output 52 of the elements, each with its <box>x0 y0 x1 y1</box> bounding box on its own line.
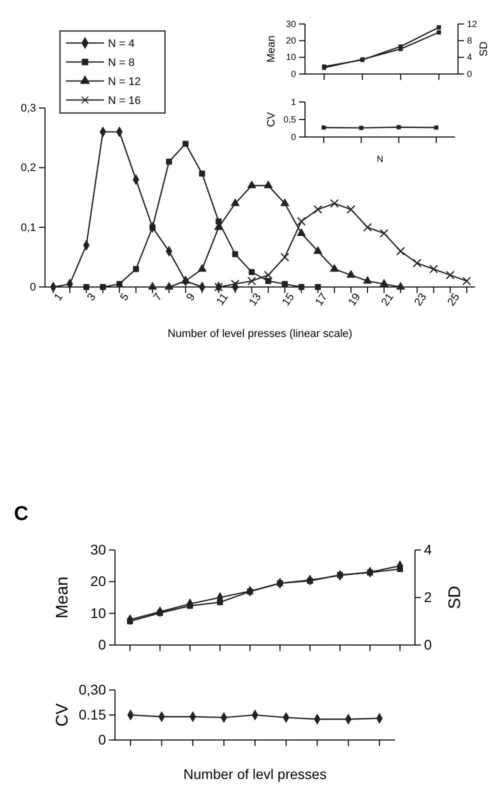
x-tick-label: 23 <box>412 291 430 308</box>
x-tick-label: 5 <box>118 291 132 304</box>
y2-axis-title: SD <box>478 41 490 56</box>
y-tick-label: 0 <box>30 282 36 294</box>
x-axis-title: Number of level presses (linear scale) <box>168 328 352 340</box>
y-tick-label: 0,5 <box>283 114 296 124</box>
y-tick-label: 0.15 <box>78 706 106 722</box>
x-tick-label: 15 <box>280 291 297 308</box>
y2-tick-label: 0 <box>467 68 472 79</box>
y-tick-label: 30 <box>286 18 296 29</box>
y2-tick-label: 12 <box>467 18 478 29</box>
legend-label: N = 4 <box>108 38 135 50</box>
x-tick-label: 3 <box>85 291 99 304</box>
y-axis-title: Mean <box>52 576 72 618</box>
y-tick-label: 10 <box>286 52 296 62</box>
legend-label: N = 8 <box>108 57 135 69</box>
y-tick-label: 1 <box>290 96 296 107</box>
y-axis-title: Mean <box>265 35 278 63</box>
y2-tick-label: 4 <box>467 52 472 62</box>
x-tick-label: 7 <box>151 291 165 304</box>
y2-tick-label: 0 <box>424 636 432 652</box>
x-tick-label: 11 <box>214 291 231 308</box>
y2-tick-label: 8 <box>467 36 472 46</box>
y2-tick-label: 2 <box>424 588 432 605</box>
y-axis-title: CV <box>265 111 278 127</box>
y-tick-label: 20 <box>286 36 296 46</box>
y-tick-label: 0 <box>98 636 106 652</box>
x-tick-label: 17 <box>313 291 330 308</box>
x-tick-label: 1 <box>52 291 66 304</box>
chart-title: C <box>14 503 28 525</box>
y-tick-label: 0,2 <box>20 162 36 174</box>
y-tick-label: 10 <box>90 604 106 621</box>
y-tick-label: 0 <box>98 731 106 748</box>
x-tick-label: 13 <box>247 291 264 308</box>
legend-label: N = 12 <box>108 76 141 88</box>
y-tick-label: 0,30 <box>78 681 106 698</box>
y2-tick-label: 4 <box>424 541 432 558</box>
legend-label: N = 16 <box>108 95 141 107</box>
y-tick-label: 0,3 <box>20 102 36 115</box>
y2-axis-title: SD <box>444 586 464 610</box>
x-tick-label: 25 <box>446 291 462 308</box>
y-axis-title: CV <box>52 702 72 727</box>
y-tick-label: 0,1 <box>20 222 36 234</box>
x-tick-label: 19 <box>346 291 364 308</box>
x-tick-label: 9 <box>184 291 198 304</box>
y-tick-label: 0 <box>290 68 296 79</box>
x-tick-label: 21 <box>379 291 396 308</box>
x-axis-title: Number of levl presses <box>183 766 327 782</box>
x-axis-title: N <box>376 154 384 164</box>
y-tick-label: 20 <box>90 573 106 590</box>
y-tick-label: 0 <box>290 132 296 142</box>
y-tick-label: 30 <box>90 541 106 558</box>
